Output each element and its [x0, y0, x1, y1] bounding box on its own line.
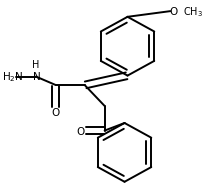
Text: N: N [33, 73, 41, 83]
Text: O: O [77, 126, 85, 137]
Text: CH$_3$: CH$_3$ [183, 5, 203, 19]
Text: H$_2$N: H$_2$N [2, 71, 24, 84]
Text: H: H [32, 60, 40, 70]
Text: O: O [169, 7, 177, 17]
Text: O: O [52, 108, 60, 118]
